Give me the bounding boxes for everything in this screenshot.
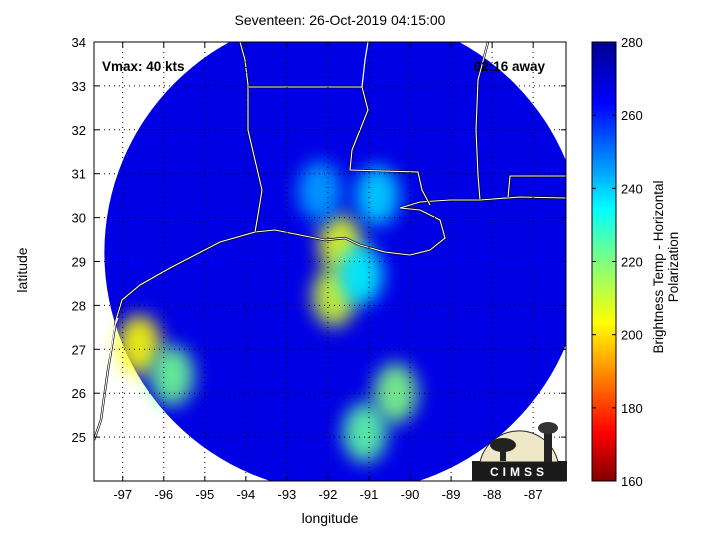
x-tick-label: -95 — [195, 487, 214, 502]
x-tick-label: -89 — [442, 487, 461, 502]
axis-ticks: -97 -96 -95 -94 -93 -92 -91 -90 -89 -88 -87 25 26 27 2… — [72, 35, 566, 502]
cimss-logo-text: CIMSS — [490, 465, 548, 479]
y-tick-label: 30 — [72, 211, 86, 226]
x-tick-label: -94 — [236, 487, 255, 502]
y-axis-label: latitude — [14, 247, 30, 293]
x-tick-label: -91 — [360, 487, 379, 502]
y-tick-label: 29 — [72, 255, 86, 270]
x-tick-label: -92 — [319, 487, 338, 502]
feature-cell — [355, 165, 400, 226]
time-away-annotation: 02:16 away — [474, 59, 546, 74]
y-tick-label: 25 — [72, 430, 86, 445]
x-tick-label: -96 — [154, 487, 173, 502]
cimss-logo: CIMSS — [472, 422, 567, 481]
vmax-annotation: Vmax: 40 kts — [102, 59, 185, 74]
feature-cell — [149, 345, 194, 406]
state-borders — [238, 42, 566, 233]
colorbar-tick-label: 200 — [621, 328, 643, 343]
x-tick-label: -97 — [113, 487, 132, 502]
feature-cell — [117, 314, 162, 375]
colorbar-ticks: 160 180 200 220 240 260 280 — [592, 35, 643, 489]
colorbar-tick-label: 160 — [621, 474, 643, 489]
feature-cell — [297, 161, 342, 222]
y-tick-label: 33 — [72, 79, 86, 94]
colorbar-tick-label: 260 — [621, 108, 643, 123]
y-tick-label: 31 — [72, 167, 86, 182]
y-tick-label: 32 — [72, 123, 86, 138]
y-tick-label: 27 — [72, 342, 86, 357]
x-tick-label: -87 — [524, 487, 543, 502]
colorbar-tick-label: 220 — [621, 255, 643, 270]
feature-cell — [373, 363, 418, 424]
colorbar-tick-label: 180 — [621, 401, 643, 416]
colorbar-label: Brightness Temp - Horizontal Polarizatio… — [651, 180, 681, 354]
x-tick-label: -88 — [483, 487, 502, 502]
axes-box — [93, 41, 567, 482]
x-tick-label: -90 — [401, 487, 420, 502]
y-tick-label: 28 — [72, 298, 86, 313]
feature-cell — [338, 244, 383, 305]
y-tick-label: 26 — [72, 386, 86, 401]
colorbar-tick-label: 280 — [621, 35, 643, 50]
feature-cell — [342, 402, 387, 463]
colorbar-tick-label: 240 — [621, 181, 643, 196]
chart-title: Seventeen: 26-Oct-2019 04:15:00 — [234, 12, 446, 28]
grid-lines — [94, 41, 566, 481]
y-tick-label: 34 — [72, 35, 86, 50]
x-tick-label: -93 — [278, 487, 297, 502]
x-axis-label: longitude — [301, 510, 359, 526]
coastline — [94, 195, 566, 441]
